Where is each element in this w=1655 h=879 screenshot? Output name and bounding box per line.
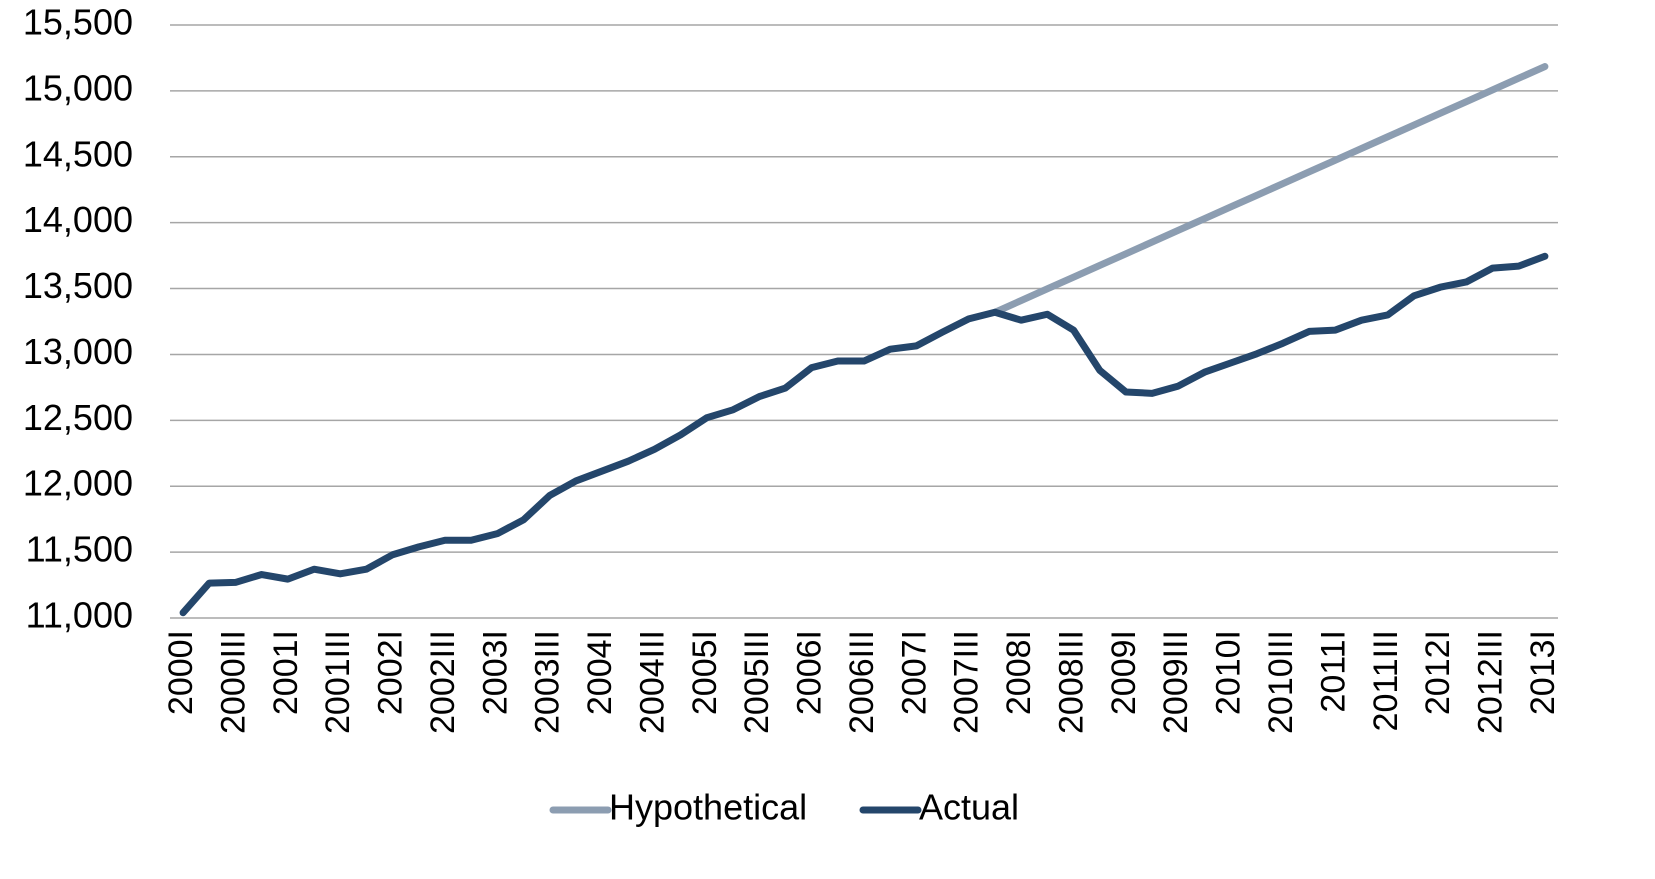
legend-label: Actual <box>919 787 1019 828</box>
x-tick-label: 2003III <box>529 630 567 734</box>
x-tick-label: 2005III <box>738 630 776 734</box>
y-tick-label: 11,000 <box>26 595 133 636</box>
y-tick-label: 14,500 <box>23 133 133 174</box>
x-tick-label: 2004I <box>581 630 619 715</box>
series-line <box>179 252 1549 617</box>
x-tick-label: 2001III <box>319 630 357 734</box>
x-tick-label: 2009I <box>1105 630 1143 715</box>
x-tick-label: 2008I <box>1000 630 1038 715</box>
y-tick-label: 13,000 <box>23 331 133 372</box>
x-tick-label: 2006I <box>791 630 829 715</box>
x-tick-label: 2002I <box>372 630 410 715</box>
x-tick-label: 2000I <box>162 630 200 715</box>
x-tick-label: 2009III <box>1157 630 1195 734</box>
x-tick-label: 2011I <box>1314 630 1352 713</box>
series-line <box>991 63 1549 316</box>
x-tick-label: 2006III <box>843 630 881 734</box>
legend-label: Hypothetical <box>609 787 807 828</box>
y-tick-label: 12,500 <box>23 397 133 438</box>
x-tick-label: 2012I <box>1419 630 1457 715</box>
x-tick-label: 2003I <box>476 630 514 715</box>
x-tick-label: 2001I <box>267 630 305 715</box>
x-tick-label: 2008III <box>1052 630 1090 734</box>
y-tick-label: 15,000 <box>23 67 133 108</box>
x-tick-label: 2007III <box>948 630 986 734</box>
x-tick-label: 2005I <box>686 630 724 715</box>
y-tick-label: 12,000 <box>23 463 133 504</box>
x-tick-label: 2013I <box>1524 630 1562 715</box>
x-tick-label: 2010III <box>1262 630 1300 734</box>
x-tick-label: 2011III <box>1367 630 1405 731</box>
y-tick-label: 15,500 <box>23 2 133 43</box>
x-tick-label: 2012III <box>1472 630 1510 734</box>
y-tick-label: 14,000 <box>23 199 133 240</box>
x-tick-label: 2002III <box>424 630 462 734</box>
x-tick-label: 2010I <box>1210 630 1248 715</box>
y-tick-label: 11,500 <box>26 529 133 570</box>
x-tick-label: 2007I <box>895 630 933 715</box>
x-tick-label: 2004III <box>633 630 671 734</box>
x-tick-label: 2000III <box>214 630 252 734</box>
y-tick-label: 13,500 <box>23 265 133 306</box>
